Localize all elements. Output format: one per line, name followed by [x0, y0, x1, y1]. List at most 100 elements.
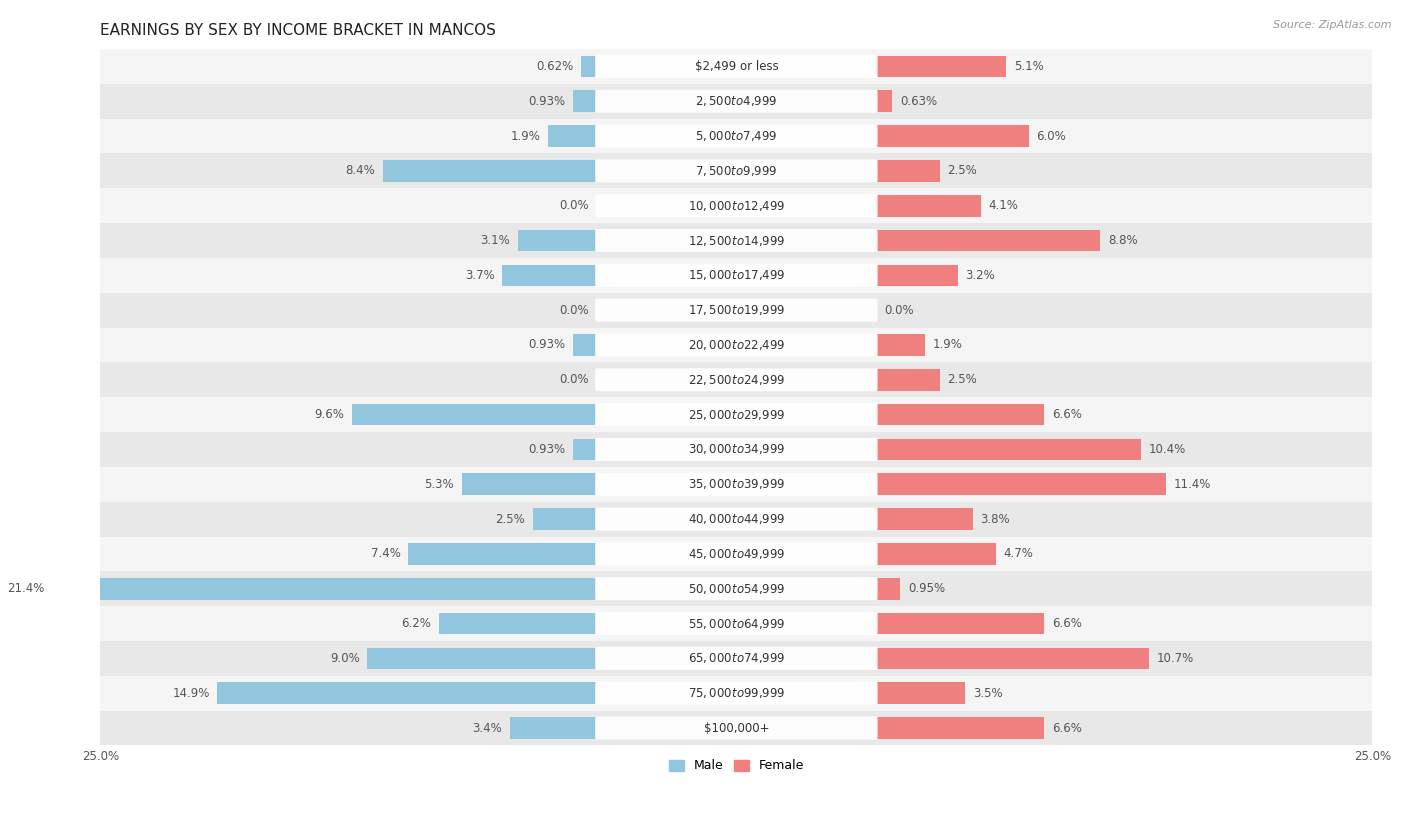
- Bar: [100, 502, 1372, 537]
- Text: 3.1%: 3.1%: [481, 234, 510, 247]
- Bar: [100, 676, 1372, 711]
- Text: $55,000 to $64,999: $55,000 to $64,999: [688, 616, 785, 631]
- Text: 9.0%: 9.0%: [330, 652, 360, 665]
- Bar: [439, 613, 596, 634]
- Bar: [100, 328, 1372, 363]
- Text: 2.5%: 2.5%: [495, 512, 526, 525]
- FancyBboxPatch shape: [595, 229, 877, 252]
- FancyBboxPatch shape: [595, 542, 877, 565]
- FancyBboxPatch shape: [595, 264, 877, 287]
- FancyBboxPatch shape: [595, 298, 877, 322]
- Bar: [876, 160, 941, 181]
- Bar: [367, 648, 596, 669]
- FancyBboxPatch shape: [595, 612, 877, 635]
- Text: 3.8%: 3.8%: [980, 512, 1011, 525]
- Text: $12,500 to $14,999: $12,500 to $14,999: [688, 233, 785, 247]
- Bar: [876, 578, 900, 599]
- Text: $45,000 to $49,999: $45,000 to $49,999: [688, 547, 785, 561]
- Text: 0.93%: 0.93%: [529, 338, 565, 351]
- Bar: [572, 439, 596, 460]
- Bar: [382, 160, 596, 181]
- Text: 2.5%: 2.5%: [948, 373, 977, 386]
- FancyBboxPatch shape: [595, 55, 877, 78]
- Legend: Male, Female: Male, Female: [664, 754, 808, 777]
- Bar: [218, 682, 596, 704]
- Text: 8.8%: 8.8%: [1108, 234, 1137, 247]
- Bar: [100, 49, 1372, 84]
- Bar: [876, 613, 1045, 634]
- Bar: [100, 641, 1372, 676]
- FancyBboxPatch shape: [595, 507, 877, 531]
- Text: 2.5%: 2.5%: [948, 164, 977, 177]
- FancyBboxPatch shape: [595, 473, 877, 496]
- Text: $15,000 to $17,499: $15,000 to $17,499: [688, 268, 785, 282]
- Text: 0.93%: 0.93%: [529, 95, 565, 108]
- Bar: [548, 125, 596, 147]
- Text: 14.9%: 14.9%: [173, 687, 209, 700]
- Bar: [572, 334, 596, 356]
- Text: 3.2%: 3.2%: [966, 269, 995, 282]
- Text: 0.0%: 0.0%: [560, 199, 589, 212]
- Text: $40,000 to $44,999: $40,000 to $44,999: [688, 512, 785, 526]
- Text: $65,000 to $74,999: $65,000 to $74,999: [688, 651, 785, 665]
- Bar: [876, 508, 973, 530]
- Text: EARNINGS BY SEX BY INCOME BRACKET IN MANCOS: EARNINGS BY SEX BY INCOME BRACKET IN MAN…: [100, 23, 496, 38]
- FancyBboxPatch shape: [595, 194, 877, 217]
- Text: $10,000 to $12,499: $10,000 to $12,499: [688, 198, 785, 213]
- Bar: [876, 717, 1045, 739]
- Text: $35,000 to $39,999: $35,000 to $39,999: [688, 477, 785, 491]
- Bar: [876, 55, 1007, 77]
- Bar: [52, 578, 596, 599]
- Text: 0.0%: 0.0%: [560, 373, 589, 386]
- Text: 5.1%: 5.1%: [1014, 60, 1043, 73]
- Bar: [533, 508, 596, 530]
- Text: $5,000 to $7,499: $5,000 to $7,499: [695, 129, 778, 143]
- Bar: [100, 537, 1372, 572]
- Text: $7,500 to $9,999: $7,500 to $9,999: [695, 164, 778, 178]
- Text: 21.4%: 21.4%: [7, 582, 45, 595]
- FancyBboxPatch shape: [595, 438, 877, 461]
- FancyBboxPatch shape: [595, 647, 877, 670]
- Bar: [572, 90, 596, 112]
- Text: 10.4%: 10.4%: [1149, 443, 1185, 456]
- Bar: [876, 90, 893, 112]
- Bar: [100, 223, 1372, 258]
- Text: $20,000 to $22,499: $20,000 to $22,499: [688, 338, 785, 352]
- Text: 3.7%: 3.7%: [465, 269, 495, 282]
- Text: 0.93%: 0.93%: [529, 443, 565, 456]
- Text: $17,500 to $19,999: $17,500 to $19,999: [688, 303, 785, 317]
- Text: 6.0%: 6.0%: [1036, 129, 1066, 142]
- Text: $50,000 to $54,999: $50,000 to $54,999: [688, 582, 785, 596]
- Bar: [100, 572, 1372, 606]
- Bar: [408, 543, 596, 565]
- Text: $2,499 or less: $2,499 or less: [695, 60, 779, 73]
- Text: 4.1%: 4.1%: [988, 199, 1018, 212]
- Bar: [100, 398, 1372, 432]
- Text: $100,000+: $100,000+: [703, 721, 769, 734]
- FancyBboxPatch shape: [595, 333, 877, 356]
- Bar: [876, 369, 941, 390]
- Text: 6.6%: 6.6%: [1052, 617, 1081, 630]
- Bar: [876, 682, 966, 704]
- Bar: [100, 467, 1372, 502]
- Bar: [876, 195, 980, 216]
- Text: 1.9%: 1.9%: [510, 129, 540, 142]
- Text: $30,000 to $34,999: $30,000 to $34,999: [688, 442, 785, 456]
- Text: 0.63%: 0.63%: [900, 95, 936, 108]
- Bar: [876, 264, 957, 286]
- FancyBboxPatch shape: [595, 682, 877, 705]
- Text: 6.6%: 6.6%: [1052, 408, 1081, 421]
- Bar: [100, 119, 1372, 154]
- Bar: [100, 84, 1372, 119]
- Text: 9.6%: 9.6%: [315, 408, 344, 421]
- Text: 7.4%: 7.4%: [371, 547, 401, 560]
- Bar: [876, 230, 1101, 251]
- Bar: [876, 404, 1045, 425]
- Text: 0.0%: 0.0%: [884, 304, 914, 317]
- Text: $2,500 to $4,999: $2,500 to $4,999: [695, 94, 778, 108]
- Bar: [876, 543, 995, 565]
- Text: 10.7%: 10.7%: [1156, 652, 1194, 665]
- Bar: [100, 432, 1372, 467]
- Bar: [876, 125, 1029, 147]
- Text: 3.4%: 3.4%: [472, 721, 502, 734]
